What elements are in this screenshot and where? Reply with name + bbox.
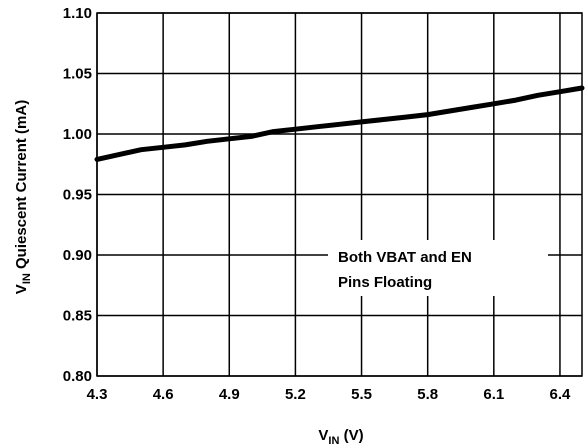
y-axis-label-subscript: IN [21, 273, 33, 284]
x-tick-labels: 4.3 4.6 4.9 5.2 5.5 5.8 6.1 6.4 [87, 386, 571, 403]
y-tick-label: 1.00 [63, 126, 92, 143]
x-axis-label: VIN (V) [318, 427, 363, 446]
x-tick-label: 5.2 [285, 386, 306, 403]
annotation-line-2: Pins Floating [338, 274, 432, 291]
x-tick-label: 5.5 [351, 386, 372, 403]
x-tick-label: 5.8 [417, 386, 438, 403]
plot-frame [96, 12, 583, 377]
y-tick-label: 1.05 [63, 66, 92, 83]
y-axis-label: VIN Quiescent Current (mA) [13, 100, 33, 294]
y-tick-label: 0.80 [63, 368, 92, 385]
annotation-line-1: Both VBAT and EN [338, 249, 472, 266]
y-axis-label-tail: Quiescent Current (mA) [13, 100, 30, 273]
x-tick-label: 4.9 [219, 386, 240, 403]
annotation-background [328, 240, 548, 296]
x-axis-label-tail: (V) [339, 427, 363, 444]
y-tick-label: 0.95 [63, 187, 92, 204]
x-tick-label: 4.6 [153, 386, 174, 403]
x-axis-label-subscript: IN [328, 435, 339, 446]
x-tick-label: 6.4 [550, 386, 572, 403]
grid-lines [96, 12, 582, 377]
x-axis-label-main: V [318, 427, 328, 444]
series-layer [94, 85, 585, 162]
series-line [94, 85, 585, 162]
y-tick-labels: 0.80 0.85 0.90 0.95 1.00 1.05 1.10 [63, 5, 92, 385]
x-tick-label: 6.1 [483, 386, 504, 403]
x-tick-label: 4.3 [87, 386, 108, 403]
y-tick-label: 0.90 [63, 247, 92, 264]
y-axis-label-main: V [13, 284, 30, 294]
y-tick-label: 1.10 [63, 5, 92, 22]
y-tick-label: 0.85 [63, 308, 92, 325]
